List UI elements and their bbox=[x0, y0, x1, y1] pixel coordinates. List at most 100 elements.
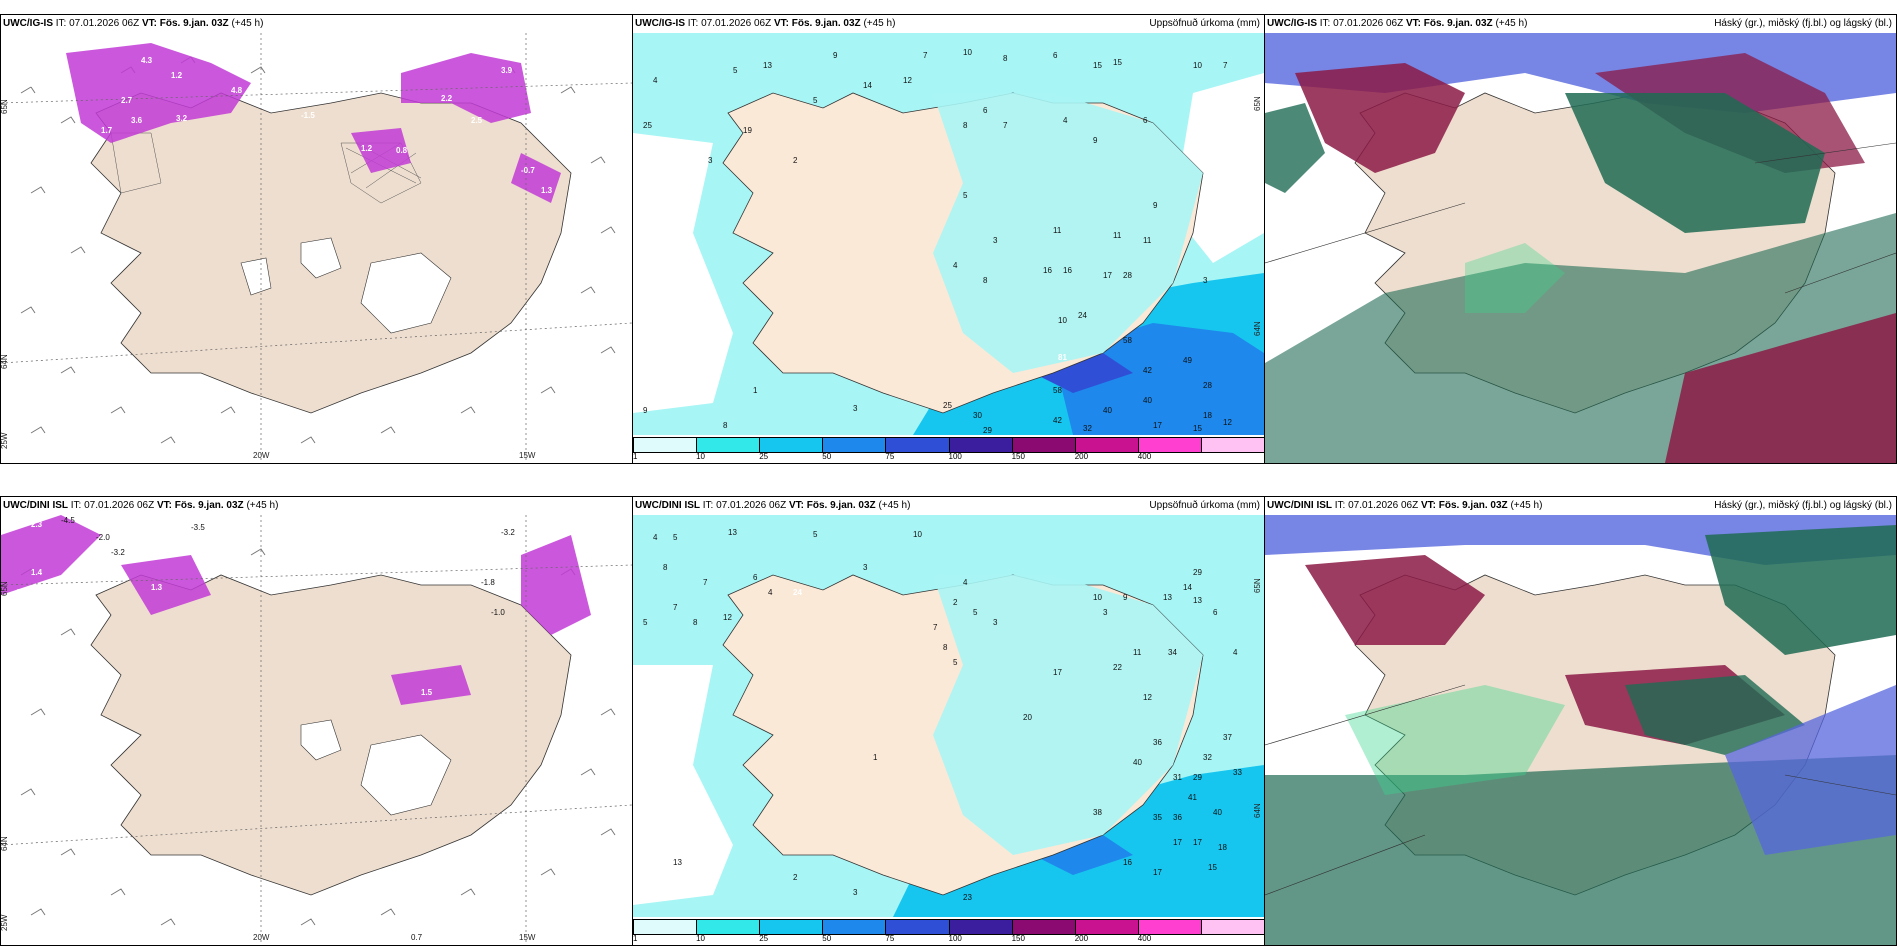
panel-header: UWC/DINI ISL IT: 07.01.2026 06Z VT: Fös.… bbox=[1, 497, 632, 515]
model-name: UWC/DINI ISL bbox=[3, 500, 68, 511]
colorbar-swatch bbox=[696, 919, 761, 935]
precip-value: 12 bbox=[1143, 693, 1152, 702]
colorbar-swatch bbox=[1200, 919, 1264, 935]
precip-value: 4 bbox=[653, 76, 658, 85]
colorbar-label: 100 bbox=[948, 452, 962, 461]
precip-value: 37 bbox=[1223, 733, 1232, 742]
model-name: UWC/DINI ISL bbox=[1267, 500, 1332, 511]
precip-value: 34 bbox=[1168, 648, 1177, 657]
colorbar-swatch bbox=[1074, 437, 1139, 453]
precip-value: 24 bbox=[1078, 311, 1087, 320]
colorbar-label: 75 bbox=[885, 452, 895, 461]
colorbar-swatch bbox=[1200, 437, 1264, 453]
lat-tick: 65N bbox=[1253, 96, 1262, 111]
precip-value: 5 bbox=[963, 191, 968, 200]
valid-time: Fös. 9.jan. 03Z bbox=[174, 500, 244, 511]
colorbar-label: 150 bbox=[1011, 934, 1025, 943]
precip-value: 4 bbox=[963, 578, 968, 587]
precip-value: 40 bbox=[1213, 808, 1222, 817]
value-label: 0.8 bbox=[396, 146, 408, 155]
model-name: UWC/DINI ISL bbox=[635, 500, 700, 511]
panel-bottom-right: UWC/DINI ISL IT: 07.01.2026 06Z VT: Fös.… bbox=[1264, 496, 1897, 946]
colorbar-label: 400 bbox=[1137, 934, 1152, 943]
panel-header: UWC/IG-IS IT: 07.01.2026 06Z VT: Fös. 9.… bbox=[1265, 15, 1896, 33]
valid-time-label: VT: bbox=[1420, 500, 1436, 511]
precip-value: 3 bbox=[1103, 608, 1108, 617]
model-name: UWC/IG-IS bbox=[635, 18, 685, 29]
precip-value: 36 bbox=[1153, 738, 1162, 747]
precipitation-map[interactable]: 5 13 9 7 10 8 6 15 15 10 7 4 12 14 5 6 1… bbox=[633, 33, 1264, 435]
precip-value: 15 bbox=[1193, 424, 1202, 433]
lon-tick: 15W bbox=[519, 451, 536, 460]
mid-cloud bbox=[1295, 63, 1465, 173]
value-label: 2.7 bbox=[121, 96, 133, 105]
precip-value: 11 bbox=[1143, 236, 1152, 245]
precip-value: 28 bbox=[1203, 381, 1212, 390]
panel-header: UWC/IG-IS IT: 07.01.2026 06Z VT: Fös. 9.… bbox=[633, 15, 1264, 33]
value-label: 4.3 bbox=[141, 56, 153, 65]
precip-value: 25 bbox=[943, 401, 952, 410]
colorbar-label: 50 bbox=[822, 934, 832, 943]
wind-temperature-map[interactable]: 2.3 -4.5 -2.0 -3.2 1.4 -3.5 1.3 -1.8 -3.… bbox=[1, 515, 632, 945]
precip-value: 3 bbox=[853, 404, 858, 413]
valid-time-label: VT: bbox=[156, 500, 172, 511]
precip-value: 9 bbox=[833, 51, 838, 60]
precip-value: 13 bbox=[1163, 593, 1172, 602]
lon-tick: 20W bbox=[253, 451, 270, 460]
colorbar-swatch bbox=[759, 437, 824, 453]
colorbar-label: 200 bbox=[1074, 452, 1089, 461]
high-cloud bbox=[1265, 755, 1896, 945]
precip-value: 33 bbox=[1233, 768, 1242, 777]
wind-temperature-map[interactable]: 4.3 1.2 2.7 4.8 3.9 2.2 1.7 3.6 3.2 1.5 … bbox=[1, 33, 632, 463]
precip-value: 8 bbox=[963, 121, 968, 130]
lon-tick: 25W bbox=[1, 432, 9, 449]
precip-value: 19 bbox=[743, 126, 752, 135]
precip-value: 15 bbox=[1208, 863, 1217, 872]
precip-value: 20 bbox=[1023, 713, 1032, 722]
precipitation-map[interactable]: 4 5 13 5 10 8 7 6 4 7 24 12 5 8 3 4 2 10… bbox=[633, 515, 1264, 917]
precip-value: 8 bbox=[983, 276, 988, 285]
panel-header: UWC/IG-IS IT: 07.01.2026 06Z VT: Fös. 9.… bbox=[1, 15, 632, 33]
map-title: Uppsöfnuð úrkoma (mm) bbox=[1149, 18, 1260, 29]
precip-colorbar: 1 10 25 50 75 100 150 200 400 bbox=[633, 435, 1264, 463]
value-label: 2.2 bbox=[441, 94, 453, 103]
colorbar-swatch bbox=[885, 919, 950, 935]
colorbar-swatch bbox=[696, 437, 761, 453]
lead-time: (+45 h) bbox=[231, 18, 264, 29]
precip-value: 10 bbox=[1093, 593, 1102, 602]
precip-value: 29 bbox=[1193, 568, 1202, 577]
value-label: 3.9 bbox=[501, 66, 513, 75]
cloud-cover-map[interactable] bbox=[1265, 515, 1896, 945]
value-label: 1.5 bbox=[421, 688, 433, 697]
lead-time: (+45 h) bbox=[1510, 500, 1543, 511]
wind-barbs bbox=[20, 56, 616, 444]
precip-value: 32 bbox=[1203, 753, 1212, 762]
precip-value: 12 bbox=[723, 613, 732, 622]
precip-value: 7 bbox=[703, 578, 708, 587]
precip-value: 7 bbox=[1003, 121, 1008, 130]
precip-value: 17 bbox=[1103, 271, 1112, 280]
precip-value: 40 bbox=[1143, 396, 1152, 405]
map-title: Háský (gr.), miðský (fj.bl.) og lágský (… bbox=[1714, 18, 1892, 29]
precip-value: 13 bbox=[673, 858, 682, 867]
precip-colorbar: 1 10 25 50 75 100 150 200 400 bbox=[633, 917, 1264, 945]
precip-value: 14 bbox=[1183, 583, 1192, 592]
cloud-cover-map[interactable] bbox=[1265, 33, 1896, 463]
precip-value: 3 bbox=[993, 618, 998, 627]
precip-value: 32 bbox=[1083, 424, 1092, 433]
colorbar-label: 10 bbox=[696, 452, 705, 461]
precip-value: 10 bbox=[1058, 316, 1067, 325]
precip-value: 12 bbox=[903, 76, 912, 85]
init-time: IT: 07.01.2026 06Z bbox=[1334, 500, 1419, 511]
colorbar-swatch bbox=[822, 919, 887, 935]
precip-value: 31 bbox=[1173, 773, 1182, 782]
value-label: -0.7 bbox=[521, 166, 535, 175]
mid-cloud bbox=[1305, 555, 1485, 645]
precip-value: 42 bbox=[1053, 416, 1062, 425]
lat-tick: 65N bbox=[1, 99, 9, 114]
high-cloud bbox=[1705, 525, 1896, 655]
colorbar-label: 25 bbox=[759, 452, 769, 461]
colorbar-swatch bbox=[1137, 437, 1202, 453]
precip-value: 6 bbox=[1053, 51, 1058, 60]
precip-value: 4 bbox=[1063, 116, 1068, 125]
